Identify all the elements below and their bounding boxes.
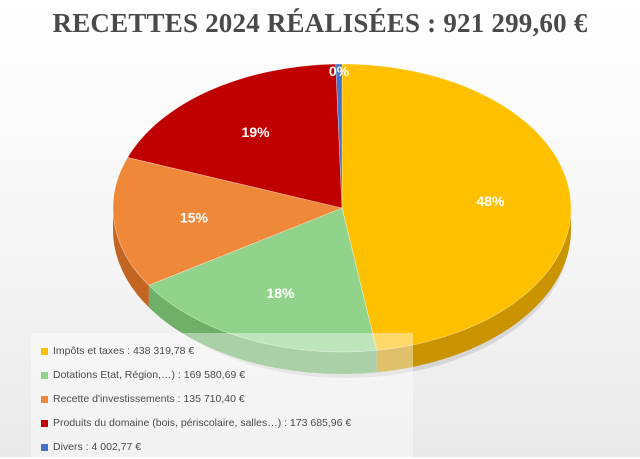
pie-label-4: 0%: [329, 63, 350, 79]
pie-label-3: 19%: [242, 124, 271, 140]
legend-item-0: Impôts et taxes : 438 319,78 €: [41, 339, 413, 363]
pie-slice-4: [335, 63, 343, 209]
legend-swatch-3: [41, 419, 48, 427]
legend-swatch-0: [41, 347, 48, 355]
pie-side-1: [148, 285, 377, 374]
legend-swatch-1: [41, 371, 48, 379]
pie-slice-0: [341, 63, 572, 351]
pie-label-1: 18%: [266, 285, 295, 301]
legend-swatch-2: [41, 395, 48, 403]
pie-label-2: 15%: [180, 210, 209, 226]
legend-label-1: Dotations Etat, Région,…) : 169 580,69 €: [53, 369, 246, 381]
pie-slice-1: [148, 207, 378, 353]
pie-side-0: [376, 208, 571, 373]
legend-label-2: Recette d'investissements : 135 710,40 €: [53, 393, 245, 405]
pie-slice-3: [127, 63, 343, 209]
legend-item-3: Produits du domaine (bois, périscolaire,…: [41, 411, 413, 435]
legend-label-3: Produits du domaine (bois, périscolaire,…: [53, 417, 352, 429]
legend-swatch-4: [41, 443, 48, 451]
legend-label-0: Impôts et taxes : 438 319,78 €: [53, 345, 195, 357]
legend-item-2: Recette d'investissements : 135 710,40 €: [41, 387, 413, 411]
legend-item-4: Divers : 4 002,77 €: [41, 435, 413, 459]
legend-item-1: Dotations Etat, Région,…) : 169 580,69 €: [41, 363, 413, 387]
chart-legend: Impôts et taxes : 438 319,78 € Dotations …: [31, 333, 413, 457]
pie-slice-2: [112, 157, 343, 286]
legend-label-4: Divers : 4 002,77 €: [53, 441, 142, 453]
pie-side-2: [113, 208, 149, 308]
chart-title: RECETTES 2024 RÉALISÉES : 921 299,60 €: [52, 8, 588, 38]
pie-label-0: 48%: [476, 193, 505, 209]
